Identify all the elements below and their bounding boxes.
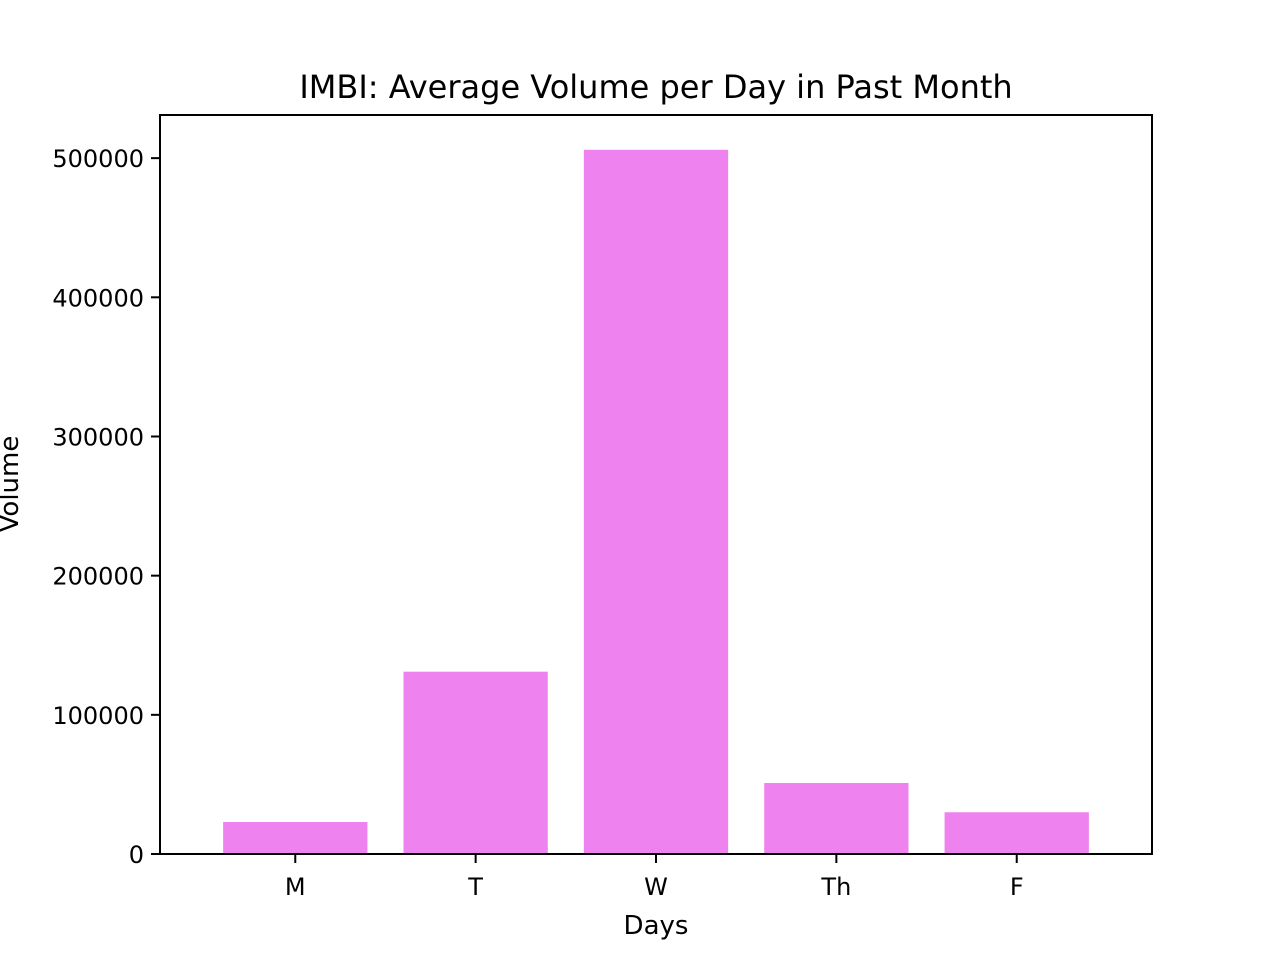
y-axis-ticks: 0 100000 200000 300000 400000 500000 — [52, 145, 160, 869]
bar-w — [583, 149, 729, 854]
y-tick-label: 100000 — [52, 702, 144, 730]
chart-title: IMBI: Average Volume per Day in Past Mon… — [299, 68, 1012, 106]
x-tick-label-th: Th — [820, 873, 851, 901]
bar-m — [223, 821, 368, 854]
x-tick-label-t: T — [467, 873, 483, 901]
y-tick-label: 400000 — [52, 284, 144, 312]
bars-group — [223, 149, 1089, 854]
x-tick-label-m: M — [285, 873, 306, 901]
bar-th — [764, 783, 909, 854]
y-tick-label: 500000 — [52, 145, 144, 173]
x-tick-label-w: W — [644, 873, 668, 901]
bar-t — [403, 671, 548, 854]
bar-f — [944, 812, 1089, 854]
y-tick-label: 200000 — [52, 563, 144, 591]
x-axis-ticks: M T W Th F — [285, 854, 1024, 901]
y-axis-label: Volume — [0, 436, 25, 533]
x-axis-label: Days — [624, 911, 689, 941]
y-tick-label: 0 — [129, 841, 144, 869]
x-tick-label-f: F — [1010, 873, 1024, 901]
y-tick-label: 300000 — [52, 423, 144, 451]
